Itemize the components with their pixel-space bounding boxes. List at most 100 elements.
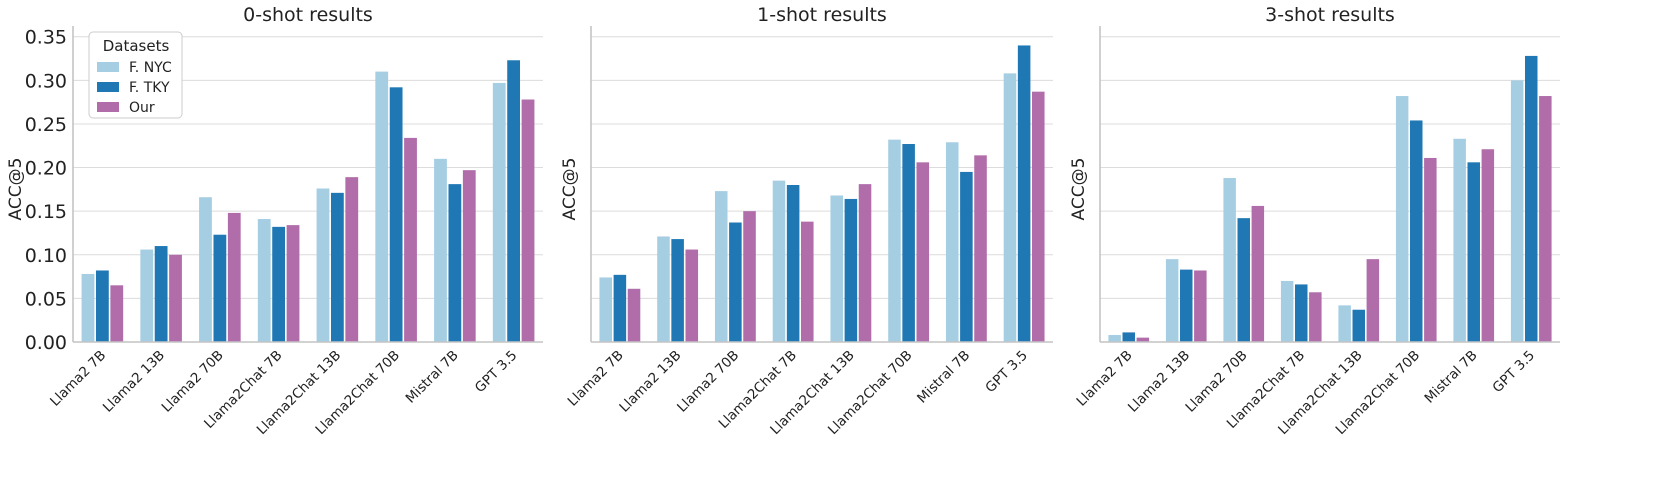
bar-f-tky (1410, 120, 1423, 342)
legend-title: Datasets (103, 37, 170, 55)
x-tick-label: Mistral 7B (914, 348, 973, 407)
panel-title: 3-shot results (1265, 4, 1395, 26)
bar-f-nyc (599, 277, 613, 342)
x-tick-label: GPT 3.5 (472, 348, 521, 397)
x-tick-label: Llama2 7B (47, 348, 109, 410)
bar-f-tky (1352, 309, 1365, 342)
y-axis-label: ACC@5 (1069, 158, 1089, 221)
bar-our (1136, 337, 1150, 342)
bar-f-nyc (1395, 96, 1409, 343)
bar-our (286, 225, 300, 342)
legend: Datasets F. NYC F. TKY Our (88, 31, 183, 119)
bar-our (1481, 149, 1495, 342)
bar-f-nyc (1510, 80, 1524, 342)
bar-our (685, 249, 699, 342)
bar-f-nyc (375, 71, 389, 342)
bar-our (743, 211, 756, 342)
bar-f-nyc (1165, 259, 1179, 342)
bar-our (1194, 270, 1207, 342)
bar-f-nyc (199, 197, 212, 342)
bar-f-tky (154, 246, 168, 342)
bar-our (1424, 157, 1437, 342)
x-tick-label: Llama2 13B (100, 348, 168, 416)
x-tick-label: Mistral 7B (1422, 348, 1481, 407)
bar-f-tky (1295, 284, 1308, 342)
panel-title: 0-shot results (243, 4, 373, 26)
bar-f-tky (272, 226, 286, 342)
bar-our (916, 162, 930, 342)
bar-f-nyc (1108, 335, 1121, 342)
legend-swatch (97, 102, 119, 112)
bar-f-nyc (1453, 138, 1466, 342)
bar-f-nyc (434, 158, 447, 342)
legend-label: F. TKY (129, 80, 170, 96)
bar-f-nyc (830, 195, 844, 342)
y-axis-label: ACC@5 (6, 158, 26, 221)
bar-our (521, 99, 535, 343)
x-tick-label: GPT 3.5 (982, 348, 1031, 397)
y-tick-label: 0.35 (25, 27, 67, 49)
bar-f-tky (330, 192, 344, 342)
bar-f-nyc (140, 249, 154, 342)
bar-f-tky (389, 87, 403, 342)
bar-our (974, 155, 987, 342)
bar-f-tky (1122, 332, 1135, 342)
bar-f-nyc (657, 236, 670, 342)
bar-f-nyc (316, 188, 330, 342)
bar-f-tky (1180, 269, 1193, 342)
bar-our (1539, 96, 1552, 343)
bar-f-nyc (888, 139, 901, 342)
legend-label: Our (129, 100, 155, 116)
y-tick-label: 0.05 (25, 288, 67, 310)
y-axis-label: ACC@5 (560, 158, 580, 221)
x-tick-label: Llama2 7B (565, 348, 627, 410)
bar-our (110, 285, 124, 342)
bar-f-tky (95, 270, 109, 342)
bar-our (800, 221, 814, 342)
legend-box (88, 31, 183, 119)
bar-f-tky (448, 184, 462, 342)
bar-f-nyc (1003, 73, 1017, 342)
bar-f-tky (902, 144, 915, 342)
bar-f-nyc (257, 219, 271, 342)
bar-f-nyc (714, 191, 728, 342)
bar-our (858, 184, 872, 342)
bar-our (1366, 259, 1380, 342)
bar-f-tky (1467, 162, 1480, 342)
panel-0: 0.00 0.05 0.10 0.15 0.20 0.25 0.30 0.35 Llama2 7… (6, 4, 543, 438)
y-tick-label: 0.15 (25, 201, 67, 223)
bar-f-tky (960, 171, 973, 342)
bar-f-nyc (1223, 178, 1236, 342)
bar-our (227, 212, 241, 342)
bar-f-nyc (1280, 280, 1294, 342)
bar-our (462, 170, 476, 342)
y-tick-label: 0.10 (25, 245, 67, 267)
bar-our (627, 288, 641, 342)
bar-f-tky (1237, 218, 1250, 342)
bar-f-nyc (772, 180, 786, 342)
y-tick-label: 0.00 (25, 332, 67, 354)
bar-f-tky (1017, 45, 1031, 342)
legend-label: F. NYC (129, 60, 172, 76)
y-tick-label: 0.25 (25, 114, 67, 136)
bar-our (169, 254, 182, 342)
x-tick-label: Mistral 7B (403, 348, 462, 407)
bar-f-tky (1525, 55, 1538, 343)
bar-our (1309, 292, 1322, 342)
bar-our (404, 137, 417, 342)
bar-f-tky (786, 185, 800, 342)
x-tick-label: GPT 3.5 (1490, 348, 1539, 397)
bar-f-nyc (492, 82, 506, 342)
bar-our (1031, 91, 1045, 342)
legend-swatch (97, 82, 119, 92)
bar-f-tky (213, 234, 227, 342)
bar-f-tky (729, 222, 742, 342)
x-tick-label: Llama2 7B (1074, 348, 1136, 410)
bar-f-tky (507, 60, 521, 343)
bar-f-tky (671, 239, 684, 342)
legend-swatch (97, 62, 119, 72)
bar-f-nyc (81, 273, 95, 342)
